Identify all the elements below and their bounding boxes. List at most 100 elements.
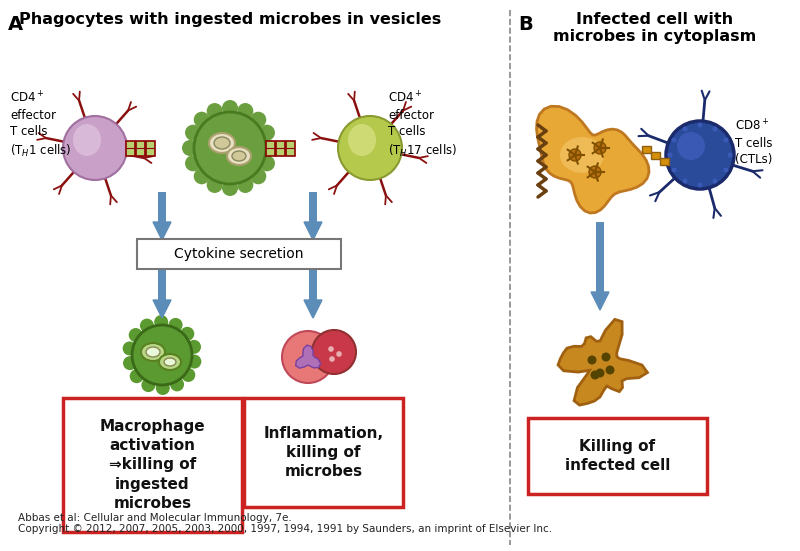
Circle shape <box>569 149 581 161</box>
Circle shape <box>330 356 335 362</box>
Circle shape <box>727 153 733 158</box>
FancyBboxPatch shape <box>309 192 317 222</box>
Circle shape <box>328 346 334 352</box>
Circle shape <box>187 354 202 369</box>
FancyBboxPatch shape <box>126 141 134 155</box>
Circle shape <box>594 142 606 154</box>
FancyBboxPatch shape <box>63 398 242 532</box>
Circle shape <box>723 168 729 172</box>
Circle shape <box>180 327 194 341</box>
Circle shape <box>222 100 238 116</box>
Circle shape <box>671 168 677 172</box>
Text: CD4$^+$
effector
T cells
(T$_H$1 cells): CD4$^+$ effector T cells (T$_H$1 cells) <box>10 90 71 159</box>
Circle shape <box>682 179 687 183</box>
Circle shape <box>671 138 677 143</box>
Ellipse shape <box>73 124 101 156</box>
Ellipse shape <box>209 133 235 153</box>
Circle shape <box>262 140 278 156</box>
Ellipse shape <box>232 151 246 161</box>
Circle shape <box>713 127 718 132</box>
Circle shape <box>587 355 597 365</box>
Polygon shape <box>591 292 609 310</box>
Circle shape <box>185 155 201 171</box>
Circle shape <box>140 318 154 333</box>
Polygon shape <box>304 300 322 318</box>
Circle shape <box>282 331 334 383</box>
Polygon shape <box>153 300 171 318</box>
Circle shape <box>222 180 238 196</box>
Circle shape <box>123 356 137 370</box>
Text: Cytokine secretion: Cytokine secretion <box>174 247 304 261</box>
FancyBboxPatch shape <box>596 222 604 292</box>
Circle shape <box>194 112 210 128</box>
Ellipse shape <box>227 147 251 165</box>
Text: Abbas et al: Cellular and Molecular Immunology, 7e.: Abbas et al: Cellular and Molecular Immu… <box>18 513 292 523</box>
Circle shape <box>238 177 254 193</box>
FancyBboxPatch shape <box>158 270 166 300</box>
Circle shape <box>259 125 275 141</box>
Ellipse shape <box>146 347 160 357</box>
FancyBboxPatch shape <box>158 192 166 222</box>
Circle shape <box>606 365 614 375</box>
Text: Killing of
infected cell: Killing of infected cell <box>565 439 670 473</box>
FancyBboxPatch shape <box>659 158 669 165</box>
Circle shape <box>667 153 673 158</box>
Circle shape <box>238 103 254 119</box>
FancyBboxPatch shape <box>275 141 285 155</box>
Circle shape <box>169 318 182 332</box>
Text: Phagocytes with ingested microbes in vesicles: Phagocytes with ingested microbes in ves… <box>19 12 441 27</box>
Circle shape <box>336 351 342 357</box>
FancyBboxPatch shape <box>146 141 154 155</box>
Ellipse shape <box>214 137 230 149</box>
Ellipse shape <box>560 137 604 173</box>
Circle shape <box>250 112 266 128</box>
Circle shape <box>206 177 222 193</box>
Text: CD8$^+$
T cells
(CTLs): CD8$^+$ T cells (CTLs) <box>735 118 773 166</box>
Circle shape <box>250 168 266 184</box>
FancyBboxPatch shape <box>309 270 317 300</box>
Circle shape <box>132 325 192 385</box>
Circle shape <box>590 370 599 380</box>
Circle shape <box>187 340 201 354</box>
Circle shape <box>666 121 734 189</box>
Circle shape <box>185 125 201 141</box>
Text: CD4$^+$
effector
T cells
(T$_H$17 cells): CD4$^+$ effector T cells (T$_H$17 cells) <box>388 90 457 159</box>
Circle shape <box>595 369 605 377</box>
Circle shape <box>206 103 222 119</box>
Ellipse shape <box>141 343 165 361</box>
Circle shape <box>170 377 184 391</box>
Circle shape <box>130 369 144 383</box>
Text: A: A <box>8 15 23 34</box>
Circle shape <box>698 122 702 127</box>
Circle shape <box>129 328 142 342</box>
FancyBboxPatch shape <box>266 141 274 155</box>
Text: Infected cell with
microbes in cytoplasm: Infected cell with microbes in cytoplasm <box>554 12 757 45</box>
FancyBboxPatch shape <box>244 398 403 507</box>
Circle shape <box>182 368 195 382</box>
Circle shape <box>194 168 210 184</box>
FancyBboxPatch shape <box>528 418 707 494</box>
Circle shape <box>142 378 155 392</box>
Circle shape <box>713 179 718 183</box>
FancyBboxPatch shape <box>135 141 145 155</box>
Polygon shape <box>296 345 321 368</box>
Circle shape <box>63 116 127 180</box>
Ellipse shape <box>348 124 376 156</box>
Circle shape <box>682 127 687 132</box>
Circle shape <box>156 381 170 395</box>
Circle shape <box>723 138 729 143</box>
Circle shape <box>698 182 702 187</box>
Circle shape <box>122 342 137 355</box>
Circle shape <box>312 330 356 374</box>
Polygon shape <box>537 106 649 213</box>
Text: Copyright © 2012, 2007, 2005, 2003, 2000, 1997, 1994, 1991 by Saunders, an impri: Copyright © 2012, 2007, 2005, 2003, 2000… <box>18 524 552 534</box>
Polygon shape <box>304 222 322 240</box>
Circle shape <box>154 315 168 329</box>
Text: Inflammation,
killing of
microbes: Inflammation, killing of microbes <box>263 426 383 479</box>
Circle shape <box>259 155 275 171</box>
Polygon shape <box>558 320 647 405</box>
Circle shape <box>182 140 198 156</box>
Text: Macrophage
activation
⇒killing of
ingested
microbes: Macrophage activation ⇒killing of ingest… <box>100 419 206 511</box>
FancyBboxPatch shape <box>642 145 650 153</box>
FancyBboxPatch shape <box>286 141 294 155</box>
